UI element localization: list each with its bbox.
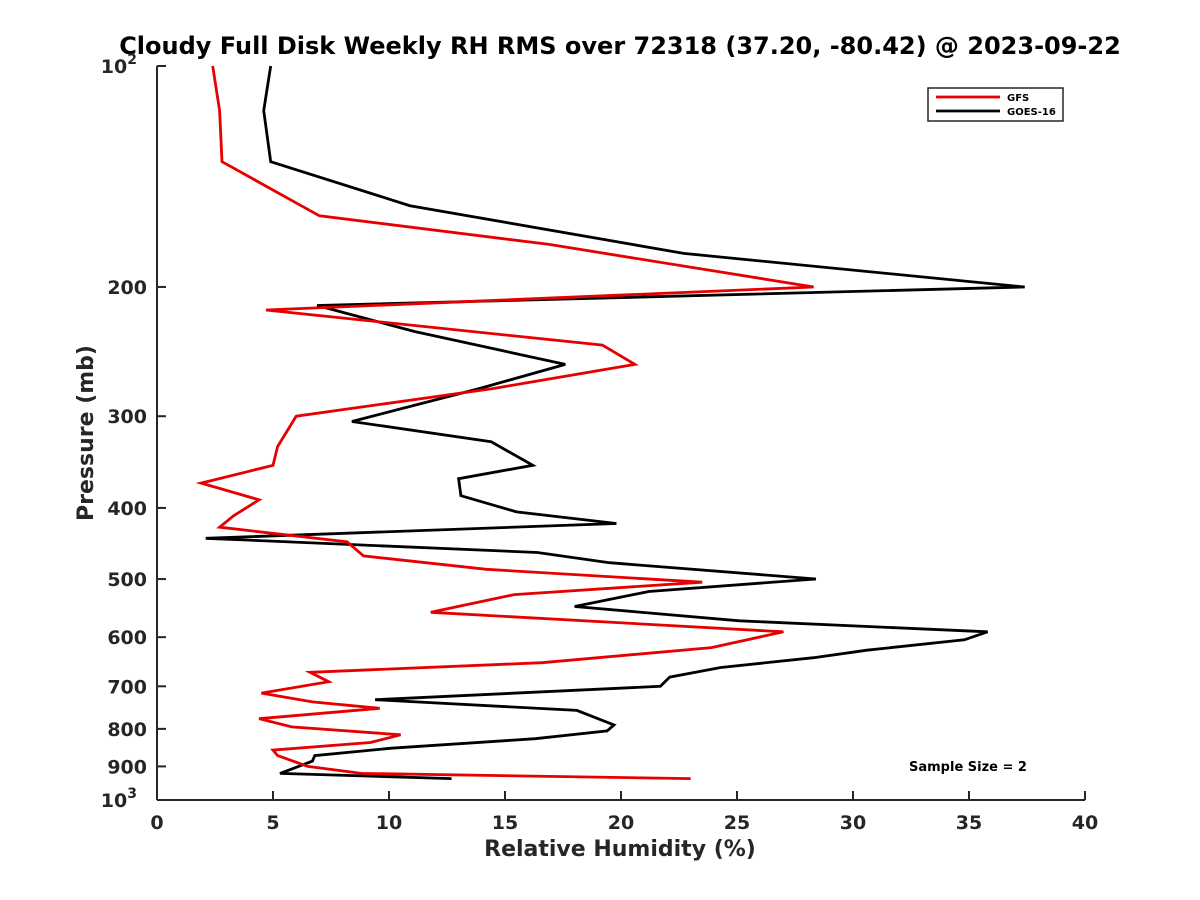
x-axis-label: Relative Humidity (%): [484, 837, 756, 862]
x-tick-label: 35: [956, 812, 982, 834]
y-axis-label: Pressure (mb): [74, 345, 99, 521]
legend: GFS GOES-16: [927, 87, 1064, 122]
y-tick-label: 800: [107, 719, 147, 741]
y-tick-label: 103: [101, 786, 137, 812]
y-tick-exponent: 3: [127, 786, 137, 802]
plot-lines: [195, 65, 1025, 780]
x-tick-label: 40: [1072, 812, 1098, 834]
legend-label: GFS: [1007, 93, 1029, 104]
y-tick-label: 900: [107, 756, 147, 778]
x-tick-label: 10: [376, 812, 402, 834]
chart-title: Cloudy Full Disk Weekly RH RMS over 7231…: [119, 32, 1121, 60]
y-tick-label: 500: [107, 569, 147, 591]
x-tick-label: 15: [492, 812, 518, 834]
legend-box: [927, 87, 1064, 122]
y-tick-label: 600: [107, 627, 147, 649]
y-tick-label: 700: [107, 676, 147, 698]
x-tick-label: 25: [724, 812, 750, 834]
y-tick-exponent: 2: [127, 52, 137, 68]
series-line-goes-16: [205, 65, 1025, 780]
y-tick-label: 102: [101, 52, 137, 78]
axes: 0 5 10 15 20 25 30 35 40 102 200 300 400 500 600 700 800…: [101, 52, 1098, 834]
y-tick-label: 300: [107, 406, 147, 428]
x-tick-label: 30: [840, 812, 866, 834]
x-tick-label: 20: [608, 812, 634, 834]
x-tick-label: 5: [266, 812, 279, 834]
y-tick-label: 400: [107, 498, 147, 520]
series-line-gfs: [195, 65, 814, 780]
x-tick-label: 0: [150, 812, 163, 834]
sample-size-annotation: Sample Size = 2: [909, 760, 1027, 775]
y-tick-label: 200: [107, 277, 147, 299]
legend-label: GOES-16: [1007, 107, 1056, 118]
